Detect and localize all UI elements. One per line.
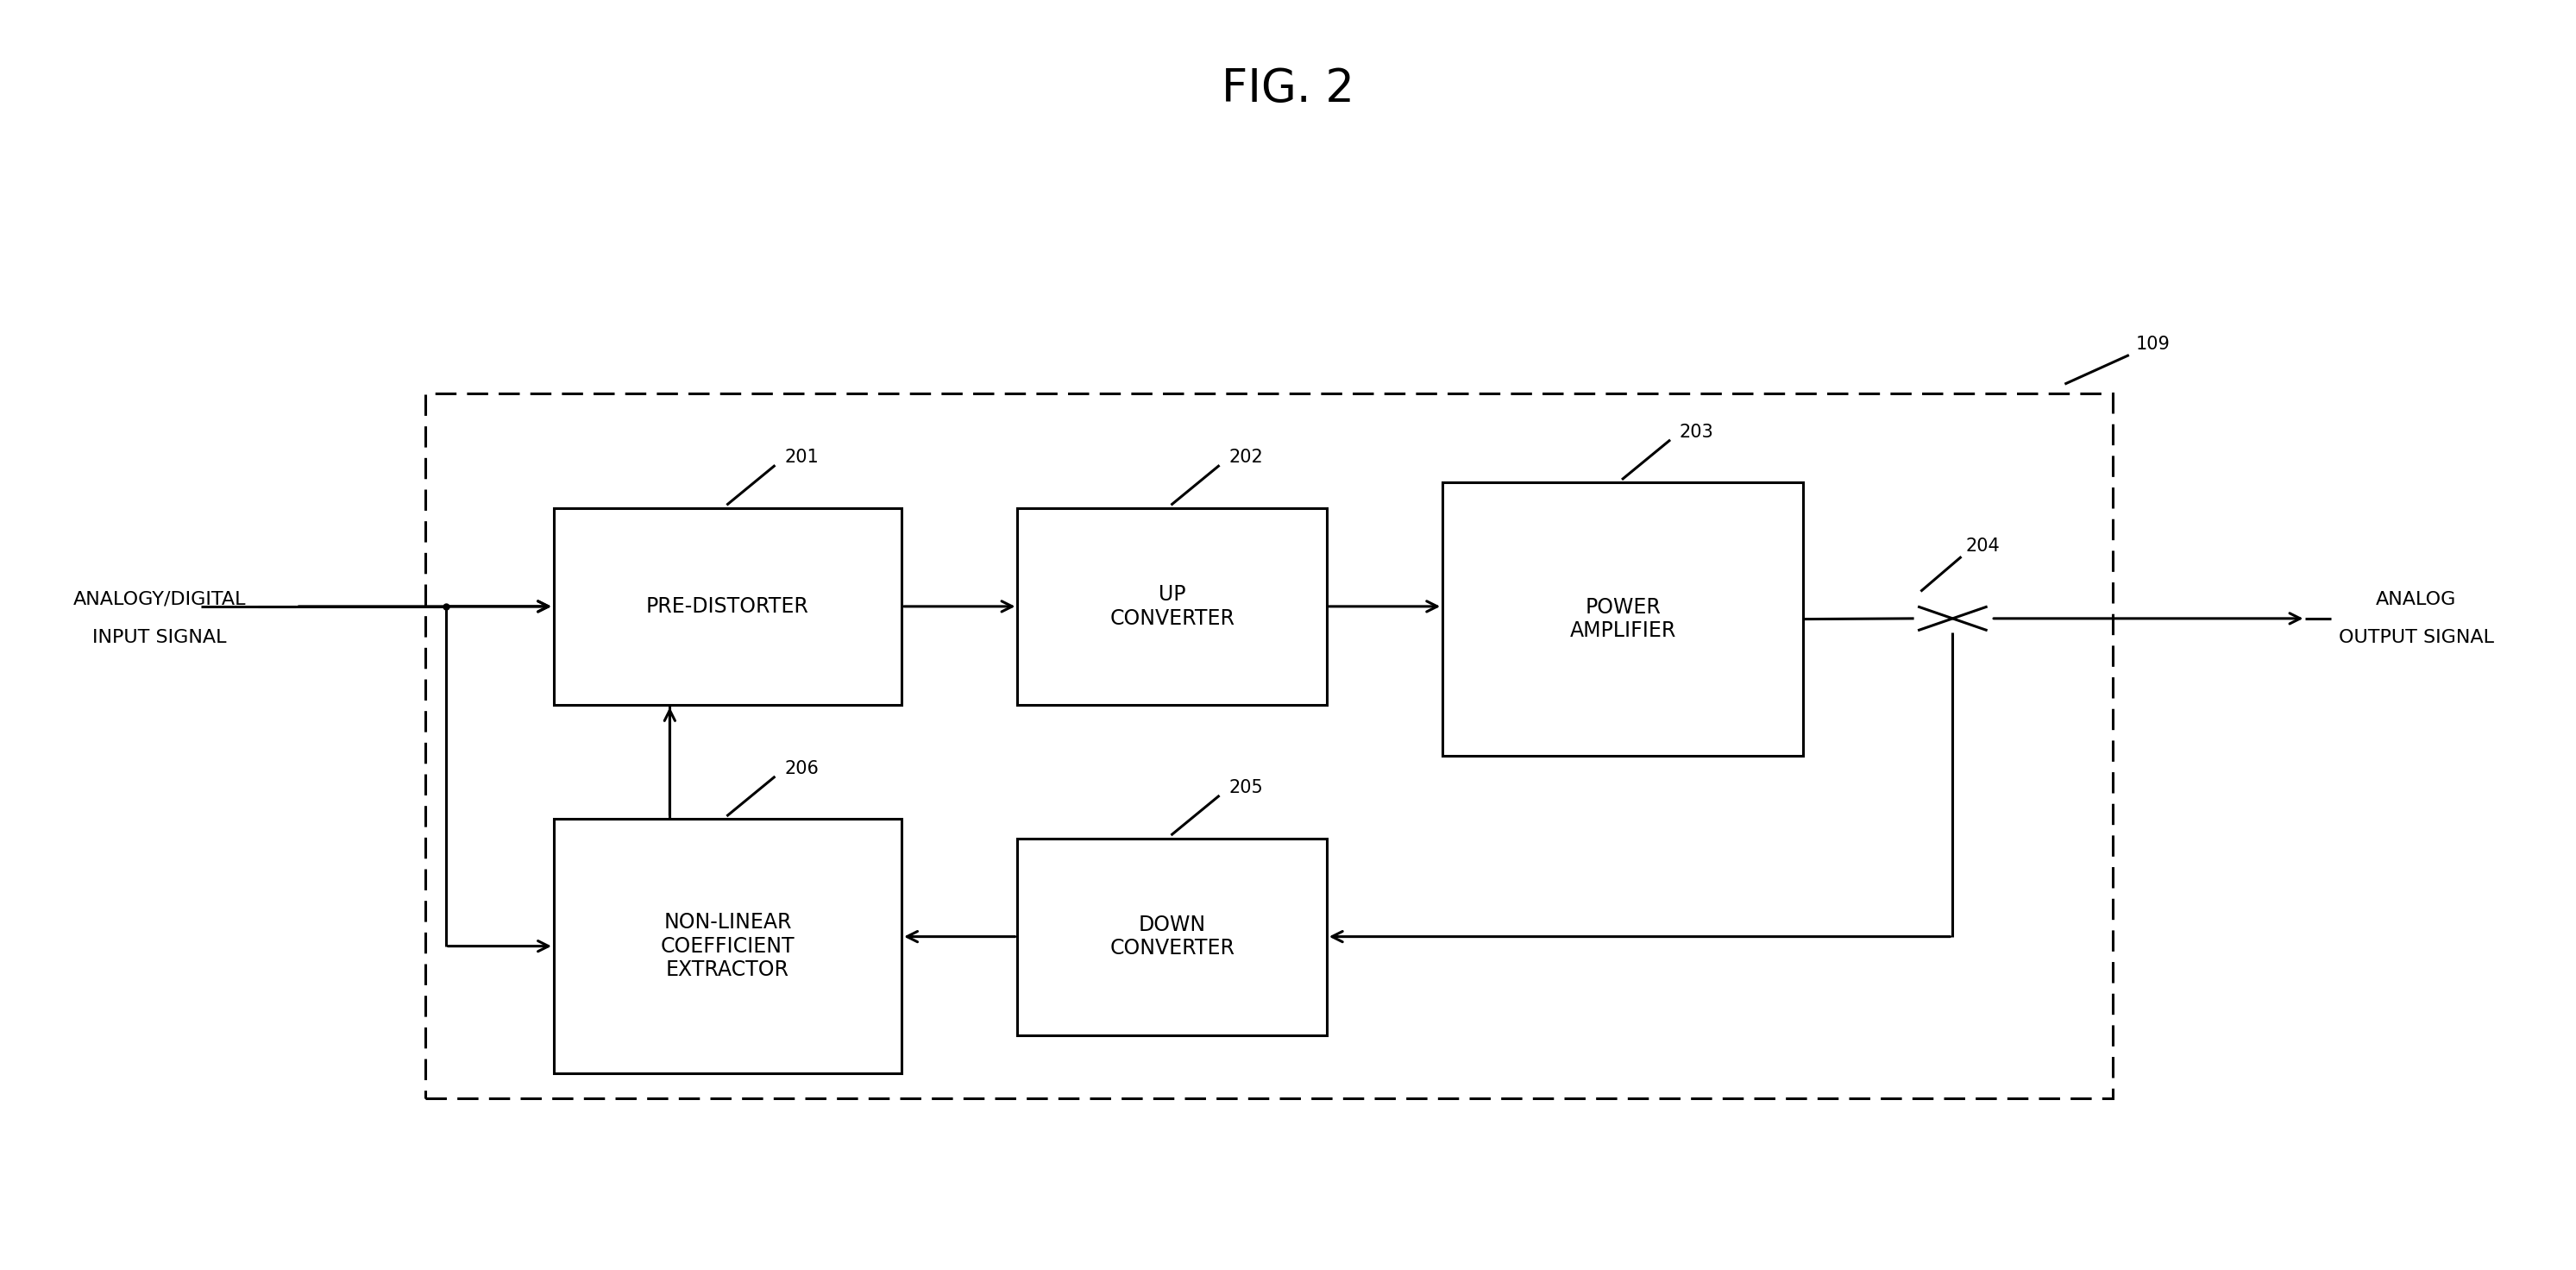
- Text: FIG. 2: FIG. 2: [1221, 66, 1355, 112]
- Bar: [554, 508, 902, 705]
- Text: INPUT SIGNAL: INPUT SIGNAL: [93, 629, 227, 646]
- Bar: [425, 394, 2112, 1099]
- Text: 203: 203: [1680, 423, 1713, 441]
- Bar: [1018, 838, 1327, 1035]
- Bar: [1443, 483, 1803, 756]
- Text: POWER
AMPLIFIER: POWER AMPLIFIER: [1569, 597, 1677, 641]
- Bar: [554, 819, 902, 1073]
- Text: DOWN
CONVERTER: DOWN CONVERTER: [1110, 914, 1234, 959]
- Bar: [1018, 508, 1327, 705]
- Text: 206: 206: [783, 759, 819, 777]
- Text: ANALOG: ANALOG: [2375, 591, 2458, 608]
- Text: PRE-DISTORTER: PRE-DISTORTER: [647, 596, 809, 617]
- Text: 201: 201: [783, 448, 819, 466]
- Text: 202: 202: [1229, 448, 1262, 466]
- Text: ANALOGY/DIGITAL: ANALOGY/DIGITAL: [72, 591, 247, 608]
- Text: NON-LINEAR
COEFFICIENT
EXTRACTOR: NON-LINEAR COEFFICIENT EXTRACTOR: [659, 912, 796, 980]
- Text: 204: 204: [1965, 537, 1999, 555]
- Text: OUTPUT SIGNAL: OUTPUT SIGNAL: [2339, 629, 2494, 646]
- Text: 109: 109: [2136, 335, 2169, 353]
- Text: UP
CONVERTER: UP CONVERTER: [1110, 584, 1234, 629]
- Text: 205: 205: [1229, 779, 1262, 796]
